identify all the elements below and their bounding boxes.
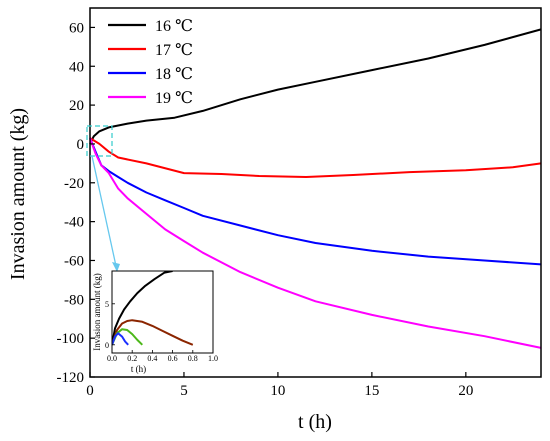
inset-x-tick-label: 1.0 xyxy=(208,354,218,363)
y-tick-label: -80 xyxy=(64,292,84,308)
legend-label-2: 18 ℃ xyxy=(155,66,193,83)
x-tick-label: 20 xyxy=(458,383,473,399)
inset-x-tick-label: 0.2 xyxy=(127,354,137,363)
inset-frame xyxy=(111,270,214,354)
inset-y-tick-label: 5 xyxy=(105,300,109,309)
series-line-0 xyxy=(89,28,542,145)
series-line-1 xyxy=(89,137,542,178)
series-group xyxy=(89,28,542,349)
y-tick-label: -100 xyxy=(57,331,85,347)
zoom-arrow xyxy=(91,155,117,267)
inset-series-line-1 xyxy=(112,319,194,346)
y-tick-label: -20 xyxy=(64,176,84,192)
inset-y-tick-label: 0 xyxy=(105,341,109,350)
inset-x-axis-title: t (h) xyxy=(131,364,146,374)
plot-frame xyxy=(89,7,542,378)
x-axis: 0 5 10 15 20 xyxy=(86,372,473,399)
x-tick-label: 0 xyxy=(86,383,94,399)
inset-x-tick-label: 0.8 xyxy=(188,354,198,363)
y-tick-label: -120 xyxy=(57,370,85,386)
zoom-arrowhead xyxy=(112,262,120,272)
y-axis: 60 40 20 0 -20 -40 -60 -80 -100 -120 xyxy=(57,20,95,386)
y-tick-label: 60 xyxy=(69,20,84,36)
x-tick-label: 5 xyxy=(180,383,188,399)
y-tick-label: 40 xyxy=(69,59,84,75)
zoom-indicator xyxy=(86,125,120,272)
y-tick-label: 0 xyxy=(77,137,85,153)
legend: 16 ℃ 17 ℃ 18 ℃ 19 ℃ xyxy=(108,18,193,107)
x-tick-label: 15 xyxy=(364,383,379,399)
zoom-box xyxy=(86,125,113,157)
series-line-2 xyxy=(89,137,542,266)
legend-label-3: 19 ℃ xyxy=(155,90,193,107)
legend-label-0: 16 ℃ xyxy=(155,18,193,35)
x-tick-label: 10 xyxy=(270,383,285,399)
x-axis-title: t (h) xyxy=(298,411,332,433)
y-axis-title: Invasion amount (kg) xyxy=(7,108,29,280)
y-tick-label: -60 xyxy=(64,253,84,269)
inset-series-line-3 xyxy=(112,332,129,346)
inset-background xyxy=(112,271,213,353)
inset-series-group xyxy=(112,271,194,346)
inset-x-tick-label: 0.6 xyxy=(168,354,178,363)
inset-y-axis-title: Invasion amount (kg) xyxy=(92,273,102,350)
legend-label-1: 17 ℃ xyxy=(155,42,193,59)
inset-x-tick-label: 0.0 xyxy=(107,354,117,363)
y-tick-label: -40 xyxy=(64,215,84,231)
y-tick-label: 20 xyxy=(69,98,84,114)
inset-series-line-0 xyxy=(112,271,173,345)
inset-x-tick-label: 0.4 xyxy=(147,354,157,363)
inset-chart: 0.0 0.2 0.4 0.6 0.8 1.0 5 0 t (h) Invasion amount… xyxy=(92,270,218,374)
series-line-3 xyxy=(89,137,542,349)
